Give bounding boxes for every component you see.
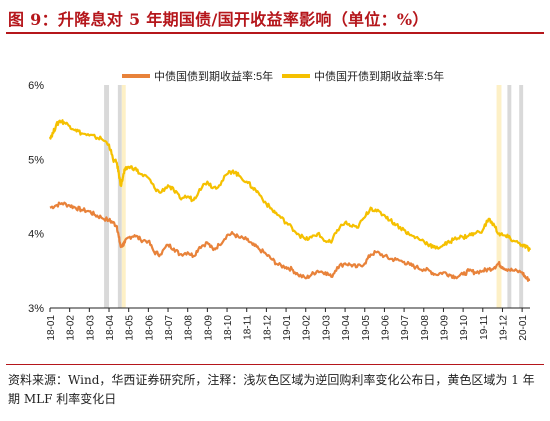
legend-swatch-gov bbox=[122, 74, 150, 78]
x-tick-label: 19-07 bbox=[400, 315, 411, 341]
x-tick-label: 18-08 bbox=[184, 315, 195, 341]
series-line-cdb bbox=[48, 119, 532, 252]
x-tick-label: 19-12 bbox=[498, 315, 509, 341]
series-lines bbox=[48, 119, 532, 282]
x-tick-label: 19-04 bbox=[341, 315, 352, 341]
gray-band-0 bbox=[104, 85, 110, 308]
x-tick-label: 18-11 bbox=[243, 315, 254, 340]
x-tick-label: 18-03 bbox=[85, 315, 96, 341]
x-tick-label: 19-05 bbox=[361, 315, 372, 341]
x-tick-label: 18-04 bbox=[105, 315, 116, 341]
x-tick-label: 18-09 bbox=[203, 315, 214, 341]
x-tick-label: 18-02 bbox=[66, 315, 77, 341]
x-tick-label: 19-11 bbox=[479, 315, 490, 340]
x-tick-label: 19-01 bbox=[282, 315, 293, 341]
figure-title: 图 9：升降息对 5 年期国债/国开收益率影响（单位：%） bbox=[8, 10, 429, 29]
y-tick-label: 4% bbox=[28, 229, 44, 241]
yellow-band-3 bbox=[496, 85, 502, 308]
source-rule bbox=[6, 364, 544, 365]
legend: 中债国债到期收益率:5年 中债国开债到期收益率:5年 bbox=[122, 69, 444, 83]
source-note: 资料来源：Wind，华西证券研究所，注释：浅灰色区域为逆回购利率变化公布日，黄色… bbox=[8, 373, 535, 406]
x-tick-label: 18-07 bbox=[164, 315, 175, 341]
x-tick-label: 19-06 bbox=[380, 315, 391, 341]
x-tick-label: 18-12 bbox=[262, 315, 273, 341]
shaded-bands bbox=[104, 85, 524, 308]
x-tick-label: 19-03 bbox=[321, 315, 332, 341]
yellow-band-2 bbox=[121, 85, 126, 308]
legend-label-gov: 中债国债到期收益率:5年 bbox=[154, 69, 273, 83]
x-tick-label: 18-05 bbox=[125, 315, 136, 341]
x-tick-label: 20-01 bbox=[518, 315, 529, 341]
x-axis: 18-01 18-02 18-03 18-04 18-05 18-06 18-07 18-08… bbox=[46, 307, 530, 341]
y-tick-label: 5% bbox=[28, 154, 44, 166]
legend-label-cdb: 中债国开债到期收益率:5年 bbox=[314, 69, 444, 83]
line-chart: 6%5%4%3% 18-01 18-02 18-03 18-04 18-05 18-06 1… bbox=[28, 69, 532, 341]
x-tick-label: 19-10 bbox=[459, 315, 470, 341]
x-tick-label: 18-01 bbox=[46, 315, 57, 341]
y-tick-label: 6% bbox=[28, 80, 44, 92]
x-tick-label: 18-06 bbox=[144, 315, 155, 341]
title-rule bbox=[6, 32, 544, 34]
y-axis-ticks: 6% 5% 4% 3% bbox=[28, 80, 44, 315]
legend-swatch-cdb bbox=[282, 74, 310, 78]
x-tick-label: 18-10 bbox=[223, 315, 234, 341]
gray-band-1 bbox=[117, 85, 122, 308]
gray-band-4 bbox=[507, 85, 512, 308]
x-tick-label: 19-02 bbox=[302, 315, 313, 341]
y-tick-label: 3% bbox=[28, 303, 44, 315]
x-tick-label: 19-09 bbox=[439, 315, 450, 341]
gray-band-5 bbox=[519, 85, 524, 308]
x-tick-label: 19-08 bbox=[420, 315, 431, 341]
series-line-gov bbox=[49, 201, 531, 282]
